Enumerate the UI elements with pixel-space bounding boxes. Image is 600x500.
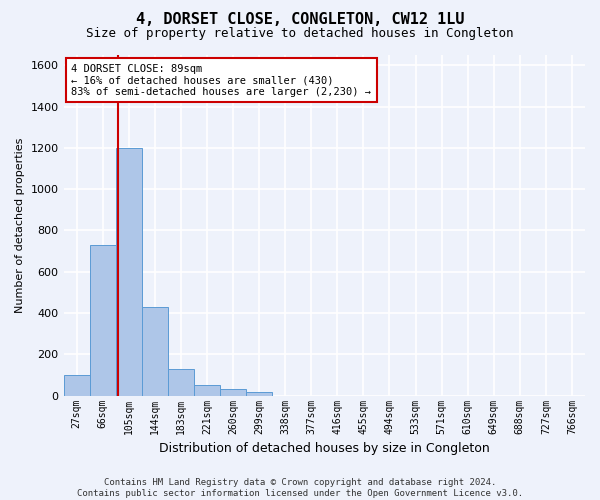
X-axis label: Distribution of detached houses by size in Congleton: Distribution of detached houses by size …	[159, 442, 490, 455]
Text: Contains HM Land Registry data © Crown copyright and database right 2024.
Contai: Contains HM Land Registry data © Crown c…	[77, 478, 523, 498]
Text: 4 DORSET CLOSE: 89sqm
← 16% of detached houses are smaller (430)
83% of semi-det: 4 DORSET CLOSE: 89sqm ← 16% of detached …	[71, 64, 371, 96]
Bar	[64, 375, 89, 396]
Bar	[142, 307, 168, 396]
Y-axis label: Number of detached properties: Number of detached properties	[15, 138, 25, 313]
Bar	[220, 390, 246, 396]
Bar	[168, 369, 194, 396]
Bar	[89, 245, 116, 396]
Text: 4, DORSET CLOSE, CONGLETON, CW12 1LU: 4, DORSET CLOSE, CONGLETON, CW12 1LU	[136, 12, 464, 28]
Text: Size of property relative to detached houses in Congleton: Size of property relative to detached ho…	[86, 28, 514, 40]
Bar	[194, 386, 220, 396]
Bar	[246, 392, 272, 396]
Bar	[116, 148, 142, 396]
